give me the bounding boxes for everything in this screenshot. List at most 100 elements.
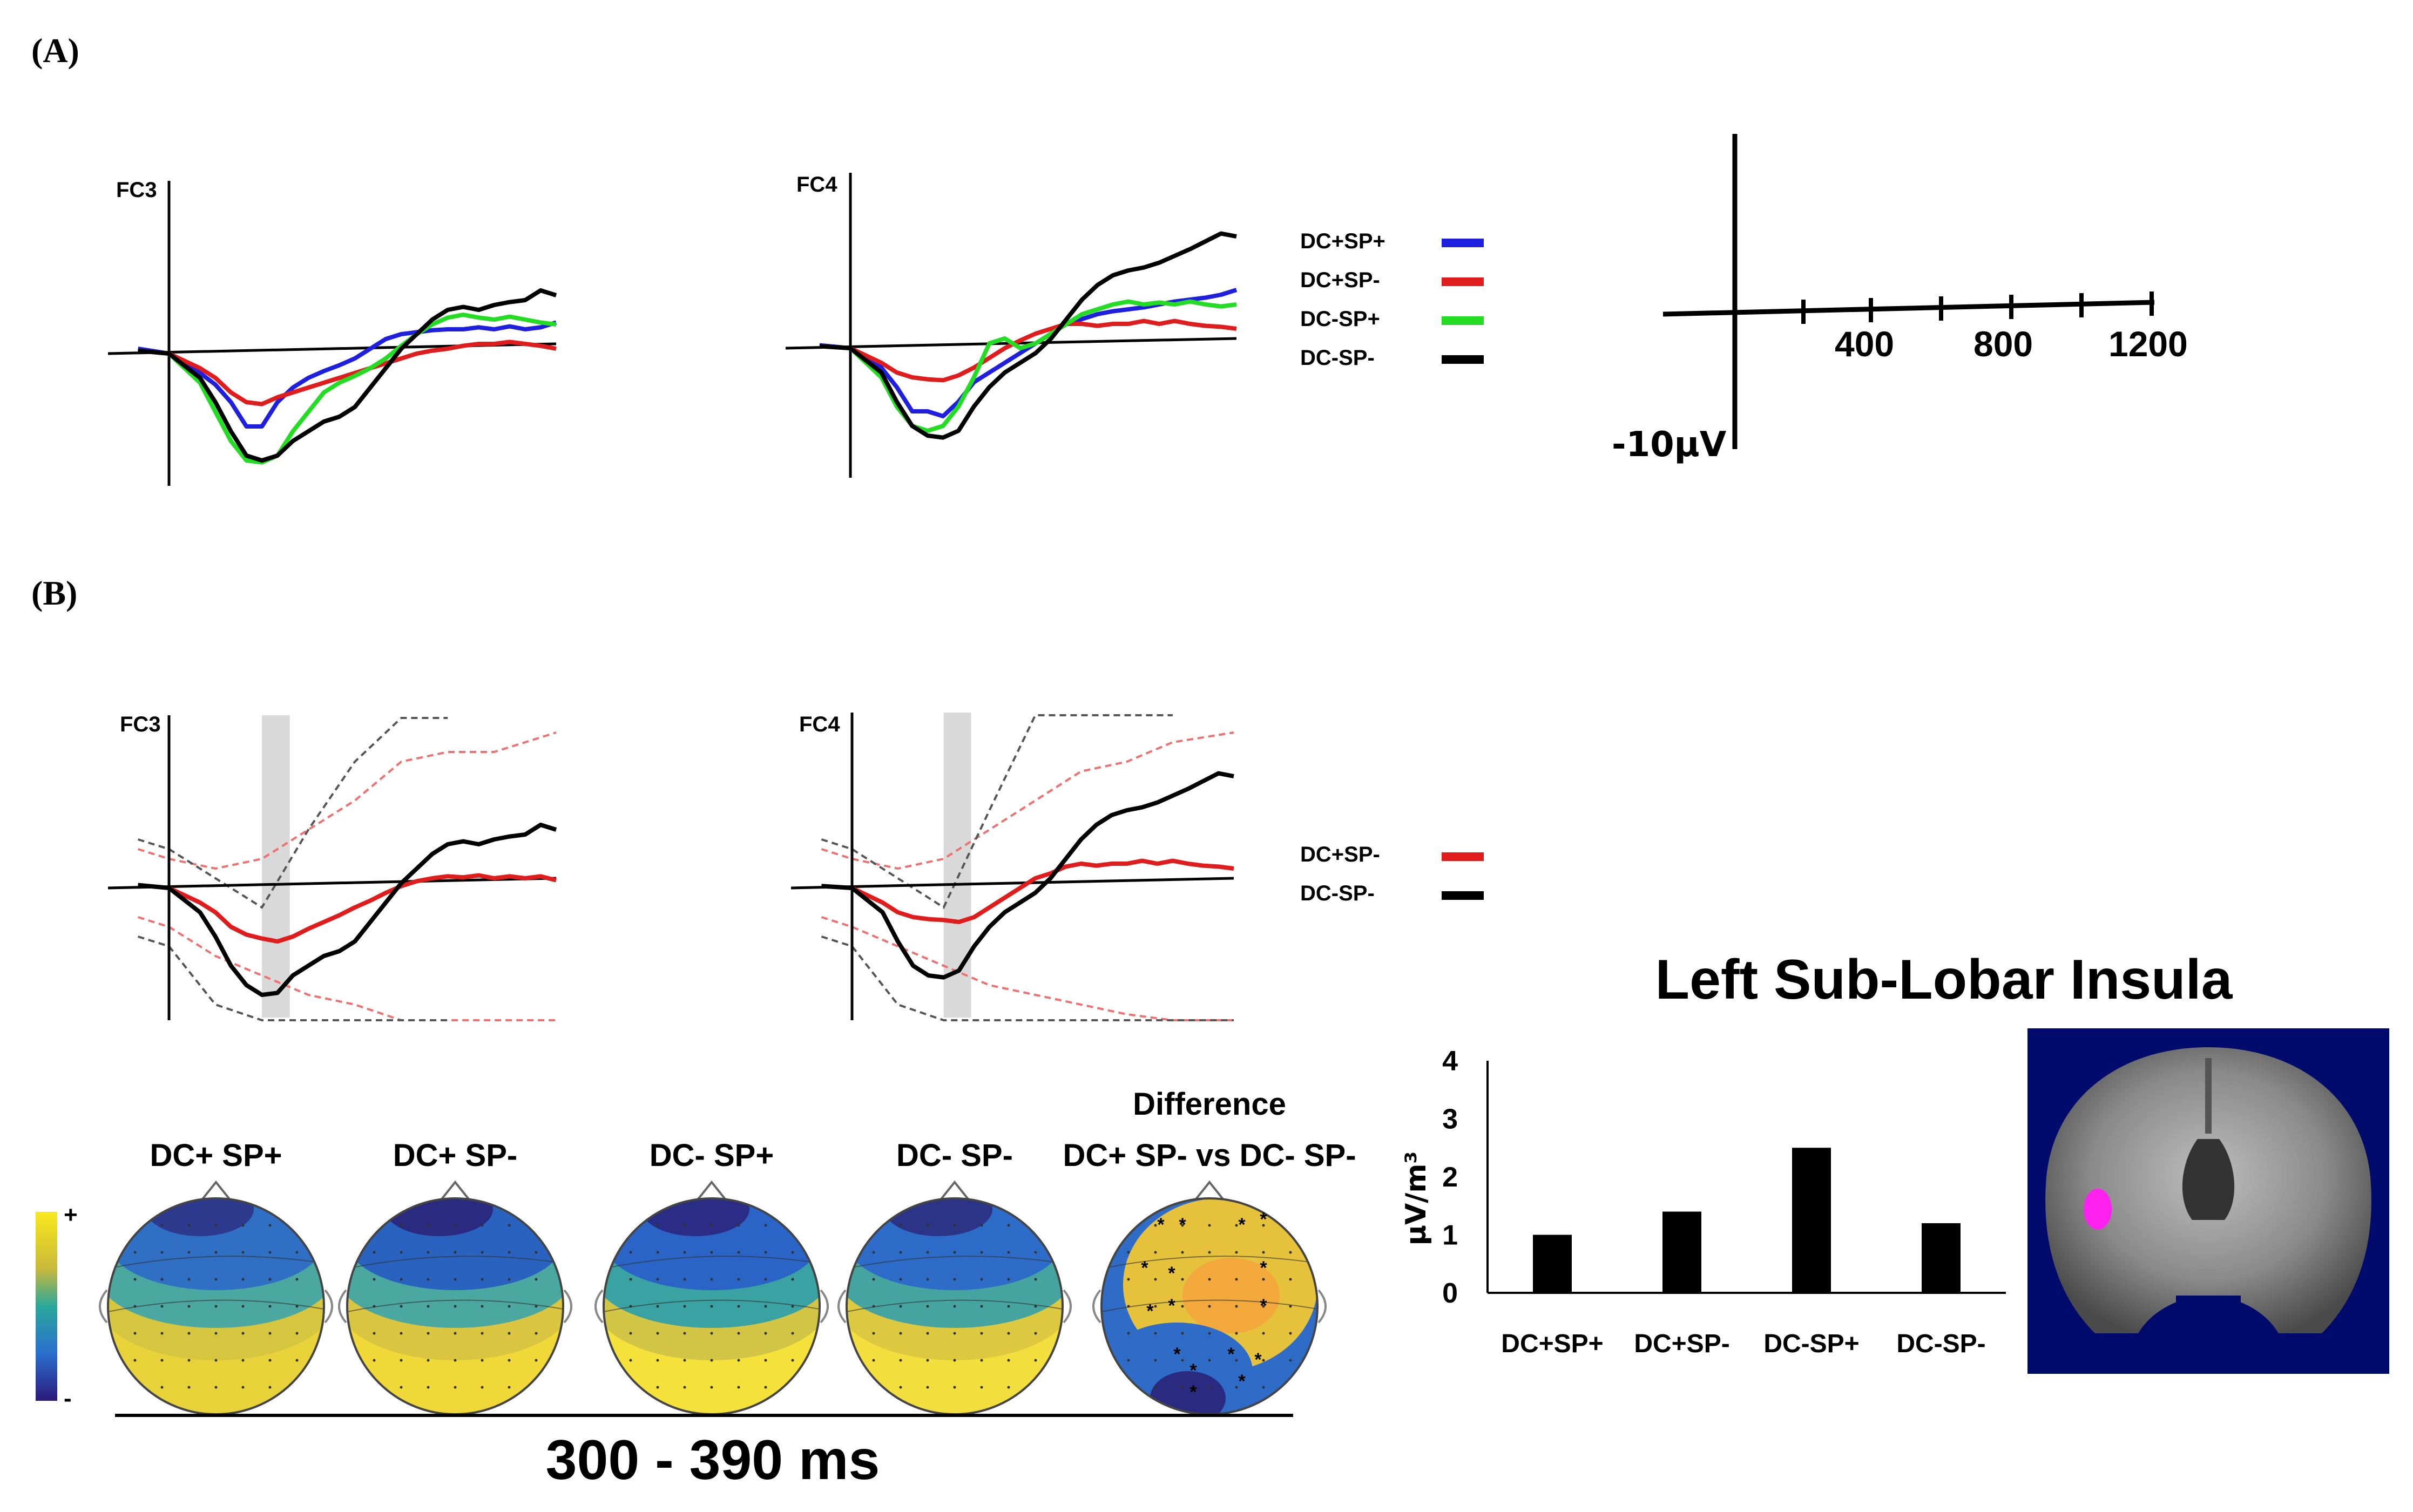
- significance-star: *: [1260, 1258, 1267, 1278]
- series-line: [138, 873, 557, 944]
- scale-bar-amplitude-label: -10μV: [1612, 425, 1727, 465]
- series-line: [138, 288, 557, 463]
- significance-star: *: [1189, 1360, 1197, 1381]
- legend-a-label-3: DC-SP+: [1300, 307, 1380, 331]
- significance-star: *: [1179, 1215, 1186, 1235]
- legend-b-swatch-2: [1442, 891, 1484, 900]
- legend-a-label-1: DC+SP+: [1300, 229, 1385, 253]
- brain-brainstem-gap: [2176, 1296, 2241, 1374]
- legend-a-label-2: DC+SP-: [1300, 268, 1380, 292]
- brain-activation-cluster: [2084, 1189, 2112, 1230]
- nose: [938, 1180, 971, 1202]
- bar-chart: Left Sub-Lobar Insula μV/m³ 0 1 2 3 4 DC+SP+ D…: [1400, 948, 2233, 1358]
- topomap-head: [837, 1180, 1072, 1415]
- significance-star: *: [1254, 1350, 1262, 1370]
- topomap-label-3: DC- SP+: [650, 1138, 774, 1173]
- ear-right: [1317, 1289, 1327, 1324]
- ear-right: [1063, 1289, 1072, 1324]
- series-line: [819, 288, 1238, 418]
- ear-left: [837, 1289, 847, 1324]
- ci-line: [138, 717, 448, 909]
- panel-label-b: (B): [31, 574, 77, 612]
- channel-label-b-fc4: FC4: [799, 713, 840, 736]
- legend-b-label-1: DC+SP-: [1300, 843, 1380, 866]
- significance-star: *: [1227, 1344, 1235, 1365]
- legend-b: DC+SP- DC-SP-: [1300, 843, 1484, 905]
- nose: [200, 1180, 232, 1202]
- significance-star: *: [1157, 1215, 1165, 1235]
- bar: [1662, 1211, 1701, 1293]
- brain-ventricles: [2182, 1139, 2235, 1220]
- bar-category-label: DC-SP-: [1896, 1330, 1985, 1358]
- topomap-label-4: DC- SP-: [896, 1138, 1013, 1173]
- bar-plot: 0 1 2 3 4 DC+SP+ DC+SP- DC-SP+ DC-SP-: [1442, 1046, 2006, 1358]
- significance-star: *: [1146, 1301, 1154, 1321]
- baseline: [790, 877, 1234, 890]
- ear-right: [324, 1289, 333, 1324]
- ear-left: [1092, 1289, 1101, 1324]
- series-line: [138, 313, 557, 465]
- scale-bar-label-400: 400: [1835, 324, 1894, 364]
- nose: [1193, 1180, 1226, 1202]
- topomap-colorbar-minus: -: [64, 1385, 72, 1412]
- legend-a: DC+SP+ DC+SP- DC-SP+ DC-SP-: [1300, 229, 1484, 370]
- bar-ytick-label: 0: [1442, 1278, 1458, 1309]
- significance-star: *: [1238, 1371, 1246, 1392]
- bar-category-label: DC+SP-: [1634, 1330, 1729, 1358]
- time-window-label: 300 - 390 ms: [546, 1429, 880, 1491]
- significance-star: *: [1168, 1296, 1175, 1316]
- bar-category-label: DC-SP+: [1763, 1330, 1859, 1358]
- scale-bar-time-axis: [1662, 300, 2155, 317]
- bar-ytick-label: 4: [1442, 1046, 1458, 1077]
- erp-plot-a-fc4: [785, 173, 1238, 478]
- nose: [439, 1180, 471, 1202]
- series-line: [821, 771, 1234, 980]
- bar-ytick-label: 3: [1442, 1104, 1458, 1135]
- ci-line: [138, 731, 557, 870]
- panel-label-a: (A): [31, 31, 79, 70]
- topomap-head: [99, 1180, 333, 1415]
- ci-line: [821, 916, 1234, 1021]
- channel-label-b-fc3: FC3: [120, 713, 161, 736]
- ear-left: [338, 1289, 347, 1324]
- ear-right: [820, 1289, 829, 1324]
- ear-left: [594, 1289, 604, 1324]
- channel-label-a-fc4: FC4: [796, 173, 837, 196]
- legend-a-label-4: DC-SP-: [1300, 346, 1375, 370]
- scale-bar-label-1200: 1200: [2108, 324, 2188, 364]
- bar: [1922, 1223, 1961, 1293]
- bar-ytick-label: 1: [1442, 1220, 1458, 1251]
- legend-a-swatch-2: [1442, 277, 1484, 286]
- bar: [1792, 1148, 1831, 1293]
- significance-star: *: [1238, 1215, 1246, 1235]
- bar-chart-title: Left Sub-Lobar Insula: [1655, 948, 2233, 1011]
- highlight-window: [943, 713, 971, 1018]
- legend-b-label-2: DC-SP-: [1300, 882, 1375, 905]
- series-line: [138, 823, 557, 997]
- topomap-head: [338, 1180, 572, 1415]
- topomap-heads: * * * ** * ** * **** ***: [99, 1180, 1327, 1415]
- highlight-window: [262, 715, 290, 1018]
- ci-line: [821, 935, 1234, 1021]
- topomap-head: * * * ** * ** * **** ***: [1092, 1180, 1327, 1415]
- topomap-colorbar: [36, 1212, 57, 1401]
- ear-right: [563, 1289, 572, 1324]
- topomap-colorbar-plus: +: [64, 1202, 78, 1228]
- legend-a-swatch-3: [1442, 316, 1484, 325]
- bar-category-label: DC+SP+: [1501, 1330, 1603, 1358]
- ci-line: [138, 935, 448, 1021]
- bar-ytick-label: 2: [1442, 1162, 1458, 1193]
- significance-star: *: [1173, 1344, 1181, 1365]
- erp-plot-b-fc4: [790, 713, 1234, 1021]
- bar: [1533, 1235, 1572, 1293]
- series-line: [137, 320, 557, 429]
- channel-label-a-fc3: FC3: [116, 178, 157, 202]
- scale-bar-label-800: 800: [1973, 324, 2033, 364]
- topomaps: + - DC+ SP+ DC+ SP- DC- SP+ DC- SP- Diff…: [36, 1087, 1356, 1491]
- erp-plot-a-fc3: [107, 181, 557, 486]
- significance-star: *: [1260, 1296, 1267, 1316]
- series-line: [819, 318, 1237, 383]
- topomap-difference-title: Difference: [1133, 1087, 1286, 1122]
- significance-star: *: [1168, 1263, 1175, 1284]
- topomap-head: [594, 1180, 829, 1415]
